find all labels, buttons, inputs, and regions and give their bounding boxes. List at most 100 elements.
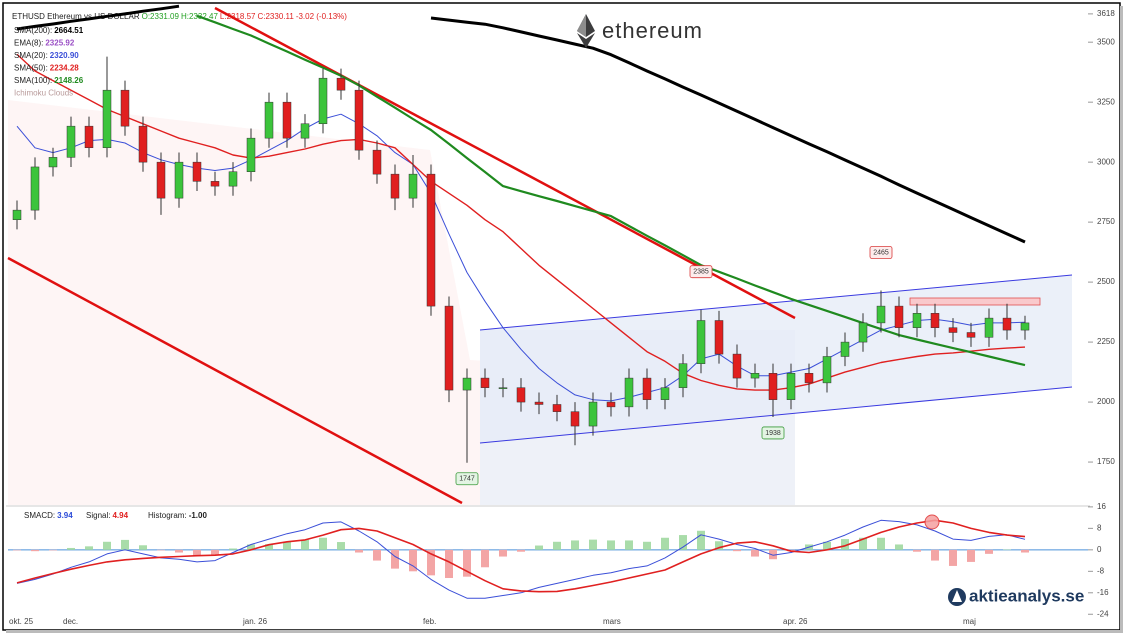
histogram-bar <box>859 537 867 550</box>
histogram-bar <box>427 549 435 576</box>
histogram-bar <box>229 548 237 550</box>
histogram-bar <box>949 549 957 566</box>
indicator-line <box>16 519 1026 593</box>
candle-body <box>120 89 130 127</box>
histogram-bar <box>319 537 327 550</box>
legend-name: Signal: <box>86 511 110 520</box>
candle-body <box>84 125 94 149</box>
header-title: ETHUSD Ethereum vs US DOLLAR <box>12 12 140 21</box>
site-text: aktieanalys.se <box>969 586 1084 605</box>
histogram-bar <box>823 541 831 550</box>
plot: ETHUSD Ethereum vs US DOLLAR O:2331.09 H:2… <box>8 4 1115 626</box>
candle-body <box>768 373 778 400</box>
histogram-bar <box>337 542 345 550</box>
annotation-label: 2385 <box>693 269 709 276</box>
logo-diamond <box>577 33 595 48</box>
x-tick-label: jan. 26 <box>242 617 268 626</box>
candle-body <box>228 171 238 187</box>
candle-body <box>966 332 976 338</box>
candle-body <box>210 181 220 187</box>
histogram-bar <box>733 549 741 552</box>
annotation-box <box>455 472 479 486</box>
candle-body <box>804 373 814 384</box>
candle-body <box>570 411 580 427</box>
legend-value: 2148.26 <box>54 76 83 85</box>
histogram-bar <box>985 549 993 554</box>
candle-body <box>282 101 292 139</box>
legend-entry: SMA(20): 2320.90 <box>14 51 79 60</box>
candle-body <box>300 123 310 139</box>
y-tick-label: 3000 <box>1097 157 1115 166</box>
legend-name: EMA(8): <box>14 39 43 48</box>
candle-body <box>30 166 40 211</box>
quote-value: C:2330.11 <box>257 12 294 21</box>
histogram-bar <box>607 540 615 550</box>
histogram-bar <box>499 549 507 557</box>
histogram-bar <box>31 549 39 552</box>
annotation-label: 2465 <box>873 249 889 256</box>
candle-body <box>372 149 382 175</box>
histogram-bar <box>103 541 111 550</box>
y-tick-label: 3500 <box>1097 37 1115 46</box>
indicator-line <box>16 4 1026 244</box>
x-tick-label: dec. <box>63 617 78 626</box>
y-tick-label: 2500 <box>1097 277 1115 286</box>
histogram-bar <box>1021 549 1029 553</box>
legend-name: SMA(50): <box>14 64 48 73</box>
candle-body <box>462 377 472 391</box>
candle-body <box>840 341 850 357</box>
candle-body <box>1020 322 1030 331</box>
indicator-line <box>16 53 1026 391</box>
candle-body <box>606 401 616 408</box>
histogram-bar <box>13 549 21 551</box>
legend-value: 4.94 <box>112 511 128 520</box>
annotation-label: 1938 <box>765 430 781 437</box>
legend-name: SMA(20): <box>14 51 48 60</box>
legend-name: Histogram: <box>148 511 187 520</box>
candle-body <box>714 320 724 355</box>
legend-entry: Signal: 4.94 <box>86 511 129 520</box>
histogram-bar <box>1003 549 1011 551</box>
x-tick-label: apr. 26 <box>783 617 808 626</box>
histogram-bar <box>769 549 777 560</box>
histogram-bar <box>481 549 489 568</box>
logo-facet <box>577 14 586 37</box>
legend-name: SMA(100): <box>14 76 52 85</box>
annotation-box <box>761 426 785 440</box>
histogram-bar <box>715 541 723 550</box>
histogram-bar <box>625 540 633 550</box>
candle-body <box>1002 317 1012 331</box>
annotation-box <box>869 246 893 259</box>
candle-body <box>480 377 490 388</box>
y-tick-label: 0 <box>1097 545 1102 554</box>
histogram-bar <box>517 549 525 552</box>
legend-entry: EMA(8): 2325.92 <box>14 39 75 48</box>
y-tick-label: 3618 <box>1097 9 1115 18</box>
y-tick-label: 16 <box>1097 502 1106 511</box>
histogram-bar <box>301 539 309 550</box>
candle-body <box>408 173 418 199</box>
channel-lower <box>479 386 1073 444</box>
candle-body <box>858 322 868 343</box>
legend-entry: Ichimoku Clouds <box>14 89 73 98</box>
histogram-bar <box>877 537 885 550</box>
candle-body <box>48 157 58 168</box>
quote-value: L:2318.57 <box>220 12 256 21</box>
legend-value: 2234.28 <box>50 64 79 73</box>
histogram-bar <box>931 549 939 561</box>
histogram-bar <box>445 549 453 579</box>
histogram-bar <box>49 549 57 551</box>
y-tick-label: 1750 <box>1097 457 1115 466</box>
y-tick-label: -8 <box>1097 566 1105 575</box>
legend-value: 2325.92 <box>45 39 74 48</box>
histogram-bar <box>571 540 579 550</box>
histogram-bar <box>841 539 849 550</box>
site-icon-mark <box>952 590 962 602</box>
candle-body <box>66 125 76 158</box>
resistance-zone <box>909 297 1041 306</box>
legend-name: SMA(200): <box>14 26 52 35</box>
histogram-bar <box>751 549 759 557</box>
histogram-bar <box>463 549 471 577</box>
histogram-bar <box>661 537 669 550</box>
candle-body <box>390 173 400 199</box>
